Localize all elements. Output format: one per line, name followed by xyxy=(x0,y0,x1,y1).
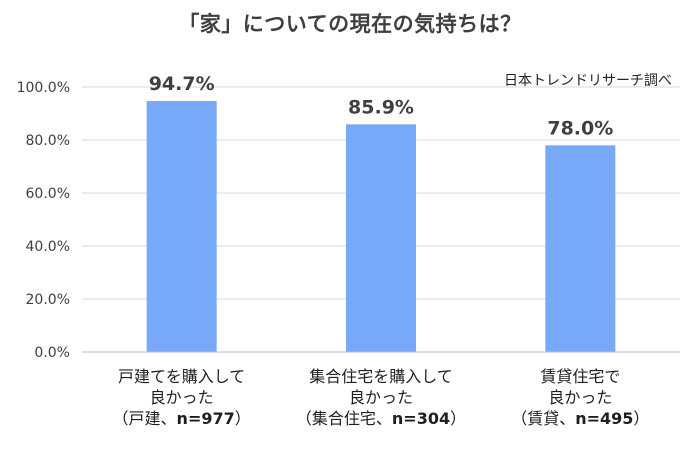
x-tick-label-line: 良かった xyxy=(348,388,413,407)
x-tick-label-line: 賃貸住宅で xyxy=(540,367,621,386)
x-tick-label-line: 良かった xyxy=(149,388,214,407)
y-tick-label: 80.0% xyxy=(26,133,70,149)
sample-size: n=304 xyxy=(391,409,451,428)
data-label: 85.9% xyxy=(348,96,414,118)
sample-close: ） xyxy=(450,409,467,428)
x-tick-label-line: 良かった xyxy=(548,388,613,407)
source-note: 日本トレンドリサーチ調べ xyxy=(504,73,672,89)
y-tick-label: 0.0% xyxy=(34,345,70,361)
y-tick-label: 40.0% xyxy=(26,239,70,255)
sample-group: （戸建、 xyxy=(112,409,177,428)
sample-size: n=495 xyxy=(575,409,634,428)
sample-size: n=977 xyxy=(176,409,235,428)
x-tick-label-line: 集合住宅を購入して xyxy=(309,367,453,386)
x-tick-sample-note: （戸建、n=977） xyxy=(87,408,277,429)
bar xyxy=(346,124,416,353)
bar xyxy=(545,145,616,352)
sample-close: ） xyxy=(234,409,251,428)
x-tick-label: 賃貸住宅で 良かった （賃貸、n=495） xyxy=(485,366,675,429)
sample-group: （賃貸、 xyxy=(511,409,576,428)
x-tick-label: 集合住宅を購入して 良かった （集合住宅、n=304） xyxy=(286,366,476,429)
sample-group: （集合住宅、 xyxy=(295,409,392,428)
data-label: 94.7% xyxy=(149,73,215,95)
y-tick-label: 100.0% xyxy=(17,80,70,96)
x-tick-sample-note: （集合住宅、n=304） xyxy=(286,408,476,429)
x-tick-sample-note: （賃貸、n=495） xyxy=(485,408,675,429)
y-tick-label: 20.0% xyxy=(26,292,70,308)
y-tick-label: 60.0% xyxy=(26,186,70,202)
bar xyxy=(146,101,217,352)
data-label: 78.0% xyxy=(547,117,613,139)
x-tick-label-line: 戸建てを購入して xyxy=(118,367,246,386)
x-tick-label: 戸建てを購入して 良かった （戸建、n=977） xyxy=(87,366,277,429)
sample-close: ） xyxy=(633,409,650,428)
chart-title: 「家」についての現在の気持ちは？ xyxy=(178,12,522,36)
